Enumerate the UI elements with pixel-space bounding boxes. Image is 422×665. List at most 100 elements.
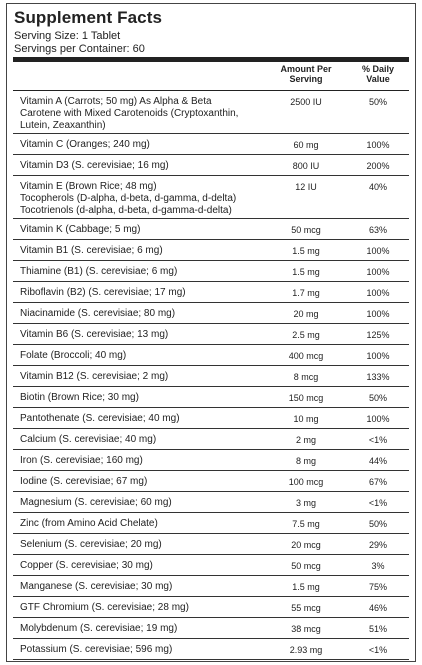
nutrient-name: Riboflavin (B2) (S. cerevisiae; 17 mg) <box>20 287 270 299</box>
supplement-facts-panel: Supplement Facts Serving Size: 1 Tablet … <box>6 3 416 662</box>
daily-value: 100% <box>366 246 390 256</box>
daily-value: 50% <box>368 393 387 403</box>
nutrient-name-line: Thiamine (B1) (S. cerevisiae; 6 mg) <box>20 266 178 277</box>
nutrient-name: Iodine (S. cerevisiae; 67 mg) <box>20 476 270 488</box>
nutrient-name-line: Iron (S. cerevisiae; 160 mg) <box>20 455 143 466</box>
amount-per-serving: 7.5 mg <box>292 519 320 529</box>
nutrient-name: Biotin (Brown Rice; 30 mg) <box>20 392 270 404</box>
header-amount-line-2: Serving <box>289 74 323 84</box>
nutrient-name-line: Carotene with Mixed Carotenoids (Cryptox… <box>20 108 239 119</box>
amount-per-serving: 1.5 mg <box>292 582 320 592</box>
table-row: Potassium (S. cerevisiae; 596 mg) 2.93 mg… <box>13 639 409 660</box>
header-amount-line-1: Amount Per <box>280 64 332 74</box>
nutrient-name: Thiamine (B1) (S. cerevisiae; 6 mg) <box>20 266 270 278</box>
nutrient-name-line: Riboflavin (B2) (S. cerevisiae; 17 mg) <box>20 287 186 298</box>
nutrient-name: Vitamin B6 (S. cerevisiae; 13 mg) <box>20 329 270 341</box>
nutrient-name-line: Tocopherols (D-alpha, d-beta, d-gamma, d… <box>20 193 237 204</box>
table-row: Vitamin B1 (S. cerevisiae; 6 mg) 1.5 mg 10… <box>13 240 409 261</box>
nutrient-name: GTF Chromium (S. cerevisiae; 28 mg) <box>20 602 270 614</box>
daily-value: 40% <box>368 182 387 192</box>
nutrient-name-line: Folate (Broccoli; 40 mg) <box>20 350 127 361</box>
serving-size: Serving Size: 1 Tablet <box>14 30 121 42</box>
daily-value: 50% <box>368 97 387 107</box>
servings-per-container: Servings per Container: 60 <box>14 43 145 55</box>
amount-per-serving: 3 mg <box>295 498 316 508</box>
nutrient-name: Potassium (S. cerevisiae; 596 mg) <box>20 644 270 656</box>
nutrient-name: Vitamin B12 (S. cerevisiae; 2 mg) <box>20 371 270 383</box>
daily-value: 3% <box>371 561 385 571</box>
amount-per-serving: 8 mcg <box>293 372 319 382</box>
table-row: Vitamin D3 (S. cerevisiae; 16 mg) 800 IU 2… <box>13 155 409 176</box>
header-dv-line-2: Value <box>366 74 390 84</box>
daily-value: 100% <box>366 351 390 361</box>
nutrient-name: Vitamin B1 (S. cerevisiae; 6 mg) <box>20 245 270 257</box>
nutrient-name-line: GTF Chromium (S. cerevisiae; 28 mg) <box>20 602 189 613</box>
table-row: Folate (Broccoli; 40 mg) 400 mcg 100% <box>13 345 409 366</box>
daily-value: 67% <box>368 477 387 487</box>
nutrient-table: Vitamin A (Carrots; 50 mg) As Alpha & Be… <box>13 91 409 660</box>
header-divider <box>13 90 409 91</box>
nutrient-name-line: Vitamin D3 (S. cerevisiae; 16 mg) <box>20 160 169 171</box>
nutrient-name-line: Calcium (S. cerevisiae; 40 mg) <box>20 434 157 445</box>
amount-per-serving: 100 mcg <box>288 477 324 487</box>
table-row: Riboflavin (B2) (S. cerevisiae; 17 mg) 1.… <box>13 282 409 303</box>
daily-value: 100% <box>366 414 390 424</box>
amount-per-serving: 38 mcg <box>291 624 321 634</box>
nutrient-name-line: Niacinamide (S. cerevisiae; 80 mg) <box>20 308 176 319</box>
nutrient-name: Vitamin K (Cabbage; 5 mg) <box>20 224 270 236</box>
amount-per-serving: 8 mg <box>295 456 316 466</box>
nutrient-name-line: Pantothenate (S. cerevisiae; 40 mg) <box>20 413 180 424</box>
nutrient-name: Zinc (from Amino Acid Chelate) <box>20 518 270 530</box>
table-row: Vitamin B12 (S. cerevisiae; 2 mg) 8 mcg 13… <box>13 366 409 387</box>
nutrient-name: Folate (Broccoli; 40 mg) <box>20 350 270 362</box>
nutrient-name-line: Vitamin E (Brown Rice; 48 mg) <box>20 181 157 192</box>
table-row: GTF Chromium (S. cerevisiae; 28 mg) 55 mc… <box>13 597 409 618</box>
nutrient-name: Iron (S. cerevisiae; 160 mg) <box>20 455 270 467</box>
daily-value: 100% <box>366 288 390 298</box>
amount-per-serving: 2.93 mg <box>289 645 323 655</box>
daily-value: 100% <box>366 140 390 150</box>
nutrient-name-line: Vitamin A (Carrots; 50 mg) As Alpha & Be… <box>20 96 212 107</box>
nutrient-name: Manganese (S. cerevisiae; 30 mg) <box>20 581 270 593</box>
amount-per-serving: 1.5 mg <box>292 267 320 277</box>
nutrient-name: Vitamin C (Oranges; 240 mg) <box>20 139 270 151</box>
nutrient-name-line: Potassium (S. cerevisiae; 596 mg) <box>20 644 173 655</box>
table-row: Vitamin E (Brown Rice; 48 mg) Tocopherols… <box>13 176 409 219</box>
table-row: Vitamin K (Cabbage; 5 mg) 50 mcg 63% <box>13 219 409 240</box>
table-row: Iron (S. cerevisiae; 160 mg) 8 mg 44% <box>13 450 409 471</box>
daily-value: 100% <box>366 309 390 319</box>
nutrient-name-line: Vitamin B1 (S. cerevisiae; 6 mg) <box>20 245 163 256</box>
nutrient-name-line: Tocotrienols (d-alpha, d-beta, d-gamma-d… <box>20 205 232 216</box>
daily-value: 44% <box>368 456 387 466</box>
nutrient-name-line: Vitamin C (Oranges; 240 mg) <box>20 139 150 150</box>
nutrient-name-line: Iodine (S. cerevisiae; 67 mg) <box>20 476 148 487</box>
daily-value: 50% <box>368 519 387 529</box>
daily-value: 100% <box>366 267 390 277</box>
amount-per-serving: 2500 IU <box>290 97 322 107</box>
nutrient-name-line: Molybdenum (S. cerevisiae; 19 mg) <box>20 623 178 634</box>
daily-value: 46% <box>368 603 387 613</box>
amount-per-serving: 800 IU <box>292 161 320 171</box>
amount-per-serving: 2.5 mg <box>292 330 320 340</box>
nutrient-name-line: Copper (S. cerevisiae; 30 mg) <box>20 560 153 571</box>
daily-value: 63% <box>368 225 387 235</box>
header-daily-value: % Daily Value <box>347 64 409 84</box>
daily-value: 133% <box>366 372 390 382</box>
nutrient-name-line: Manganese (S. cerevisiae; 30 mg) <box>20 581 173 592</box>
header-amount-per-serving: Amount Per Serving <box>267 64 345 84</box>
amount-per-serving: 1.5 mg <box>292 246 320 256</box>
table-row: Magnesium (S. cerevisiae; 60 mg) 3 mg <1% <box>13 492 409 513</box>
table-row: Vitamin A (Carrots; 50 mg) As Alpha & Be… <box>13 91 409 134</box>
nutrient-name: Pantothenate (S. cerevisiae; 40 mg) <box>20 413 270 425</box>
table-row: Niacinamide (S. cerevisiae; 80 mg) 20 mg 1… <box>13 303 409 324</box>
table-row: Iodine (S. cerevisiae; 67 mg) 100 mcg 67% <box>13 471 409 492</box>
nutrient-name: Magnesium (S. cerevisiae; 60 mg) <box>20 497 270 509</box>
amount-per-serving: 150 mcg <box>288 393 324 403</box>
daily-value: <1% <box>368 435 388 445</box>
daily-value: 75% <box>368 582 387 592</box>
amount-per-serving: 50 mcg <box>291 225 321 235</box>
amount-per-serving: 20 mg <box>293 309 319 319</box>
amount-per-serving: 2 mg <box>295 435 316 445</box>
table-row: Manganese (S. cerevisiae; 30 mg) 1.5 mg 75… <box>13 576 409 597</box>
thick-divider <box>13 57 409 62</box>
